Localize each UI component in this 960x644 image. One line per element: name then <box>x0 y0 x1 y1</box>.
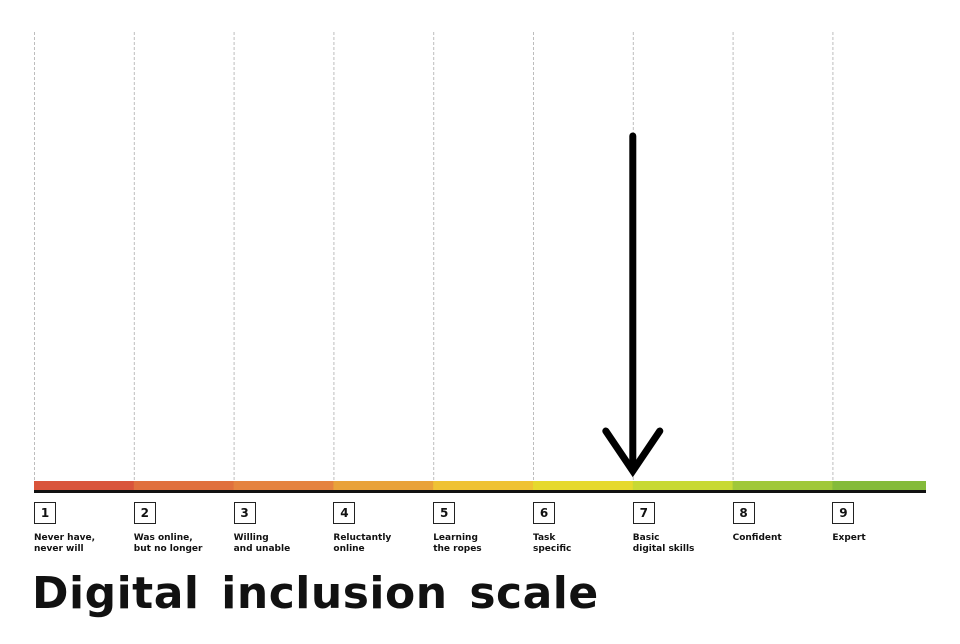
stage-label-4: Reluctantly online <box>333 533 392 554</box>
down-arrow-icon <box>602 427 664 478</box>
stage-number-9: 9 <box>832 502 855 524</box>
scale-segment-8 <box>732 481 833 490</box>
scale-segment-2 <box>133 481 235 490</box>
scale-segment-5 <box>433 481 534 490</box>
scale-segment-4 <box>333 481 434 490</box>
page-title: Digital inclusion scale <box>32 568 599 619</box>
stage-number-4: 4 <box>333 502 356 524</box>
stage-number-6: 6 <box>533 502 555 524</box>
scale-segment-1 <box>34 481 135 490</box>
scale-segment-9 <box>832 481 926 490</box>
stage-number-2: 2 <box>133 502 156 524</box>
stage-number-5: 5 <box>433 502 456 524</box>
stage-number-8: 8 <box>732 502 755 524</box>
stage-number-3: 3 <box>233 502 256 524</box>
stage-label-8: Confident <box>732 533 782 543</box>
stage-label-1: Never have, never will <box>34 533 96 554</box>
stage-label-2: Was online, but no longer <box>133 533 203 554</box>
scale-baseline <box>34 490 926 493</box>
scale-segment-6 <box>533 481 634 490</box>
scale-segment-3 <box>233 481 334 490</box>
stage-number-1: 1 <box>34 502 56 524</box>
stage-number-7: 7 <box>632 502 655 524</box>
stage-label-9: Expert <box>832 533 866 543</box>
stage-label-6: Task specific <box>533 533 572 554</box>
scale-segment-7 <box>632 481 734 490</box>
stage-label-5: Learning the ropes <box>433 533 482 554</box>
stage-label-3: Willing and unable <box>233 533 291 554</box>
stage-label-7: Basic digital skills <box>632 533 695 554</box>
